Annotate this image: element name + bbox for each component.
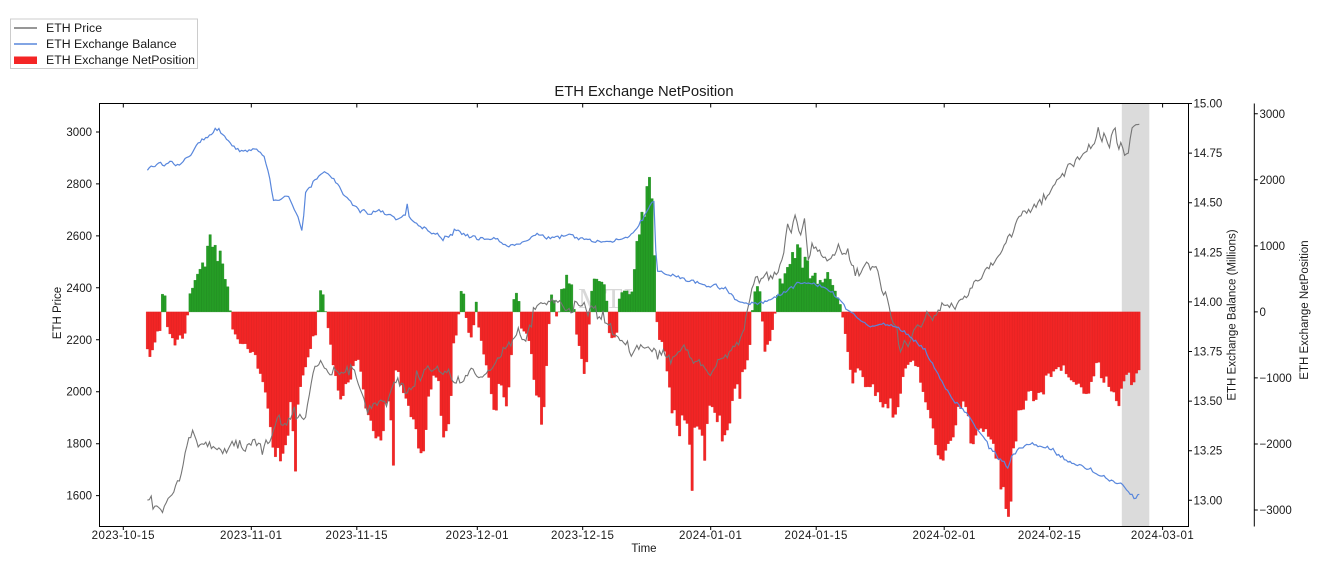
- svg-text:2023-11-15: 2023-11-15: [326, 530, 388, 542]
- svg-text:0: 0: [1260, 307, 1266, 319]
- svg-text:2024-01-15: 2024-01-15: [785, 530, 848, 542]
- svg-text:2024-02-15: 2024-02-15: [1018, 530, 1081, 542]
- svg-text:1000: 1000: [1260, 241, 1286, 253]
- svg-text:3000: 3000: [1260, 109, 1286, 121]
- svg-text:−1000: −1000: [1260, 373, 1292, 385]
- svg-text:ETH Exchange NetPosition: ETH Exchange NetPosition: [1299, 240, 1311, 379]
- svg-text:14.25: 14.25: [1194, 247, 1223, 259]
- svg-text:13.75: 13.75: [1194, 347, 1223, 359]
- svg-text:14.50: 14.50: [1194, 198, 1223, 210]
- svg-text:13.00: 13.00: [1194, 495, 1223, 507]
- svg-text:2000: 2000: [66, 387, 92, 399]
- svg-text:2023-10-15: 2023-10-15: [92, 530, 155, 542]
- svg-text:14.00: 14.00: [1194, 297, 1223, 309]
- svg-text:13.25: 13.25: [1194, 446, 1223, 458]
- svg-text:2024-01-01: 2024-01-01: [679, 530, 742, 542]
- svg-text:ETH Price: ETH Price: [52, 287, 64, 339]
- svg-text:3000: 3000: [66, 127, 92, 139]
- svg-text:2800: 2800: [66, 179, 92, 191]
- svg-text:2000: 2000: [1260, 175, 1286, 187]
- svg-text:ETH Exchange NetPosition: ETH Exchange NetPosition: [46, 53, 195, 67]
- svg-text:−2000: −2000: [1260, 439, 1292, 451]
- svg-text:13.50: 13.50: [1194, 396, 1223, 408]
- svg-text:2023-12-15: 2023-12-15: [551, 530, 614, 542]
- svg-text:ETH Exchange Balance (Millions: ETH Exchange Balance (Millions): [1227, 229, 1239, 400]
- svg-text:15.00: 15.00: [1194, 99, 1223, 111]
- svg-text:2400: 2400: [66, 283, 92, 295]
- svg-text:2023-11-01: 2023-11-01: [220, 530, 282, 542]
- svg-text:2023-12-01: 2023-12-01: [446, 530, 509, 542]
- svg-text:14.75: 14.75: [1194, 148, 1223, 160]
- svg-text:2200: 2200: [66, 335, 92, 347]
- svg-text:−3000: −3000: [1260, 505, 1292, 517]
- svg-text:2600: 2600: [66, 231, 92, 243]
- svg-text:ETH Exchange Balance: ETH Exchange Balance: [46, 37, 177, 51]
- svg-text:ETH Price: ETH Price: [46, 21, 102, 35]
- svg-text:2024-03-01: 2024-03-01: [1131, 530, 1194, 542]
- svg-text:1800: 1800: [66, 439, 92, 451]
- svg-text:2024-02-01: 2024-02-01: [913, 530, 976, 542]
- svg-text:ETH Exchange NetPosition: ETH Exchange NetPosition: [554, 84, 733, 100]
- svg-text:Time: Time: [631, 543, 656, 555]
- svg-text:1600: 1600: [66, 491, 92, 503]
